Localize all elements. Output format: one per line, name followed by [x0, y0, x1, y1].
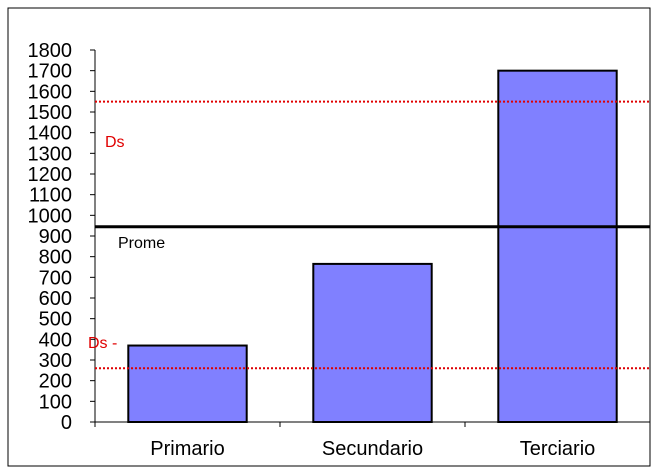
y-tick-label: 500	[39, 309, 72, 331]
y-tick-label: 1400	[28, 123, 73, 145]
y-tick-label: 0	[61, 412, 72, 434]
y-tick-label: 1700	[28, 61, 73, 83]
y-tick-label: 400	[39, 329, 72, 351]
y-tick-label: 1000	[28, 205, 73, 227]
reference-label: Prome	[118, 235, 165, 252]
reference-label: Ds -	[88, 335, 117, 352]
y-tick-label: 1800	[28, 40, 73, 62]
y-tick-label: 1100	[29, 185, 72, 207]
y-tick-label: 100	[39, 391, 72, 413]
y-tick-label: 700	[39, 267, 72, 289]
y-tick-label: 600	[39, 288, 72, 310]
x-tick-label: Secundario	[322, 438, 423, 460]
y-tick-label: 1200	[28, 164, 73, 186]
bar	[127, 344, 248, 423]
x-tick-label: Terciario	[520, 438, 596, 460]
y-tick-label: 300	[39, 350, 72, 372]
bar	[312, 262, 433, 423]
bar	[497, 69, 618, 424]
y-tick-label: 1500	[28, 102, 73, 124]
x-tick-label: Primario	[150, 438, 224, 460]
y-tick-label: 800	[39, 247, 72, 269]
y-tick-label: 1300	[28, 143, 73, 165]
y-tick-label: 900	[39, 226, 72, 248]
reference-label: Ds	[105, 134, 125, 151]
y-tick-label: 200	[39, 371, 72, 393]
y-tick-label: 1600	[28, 81, 73, 103]
